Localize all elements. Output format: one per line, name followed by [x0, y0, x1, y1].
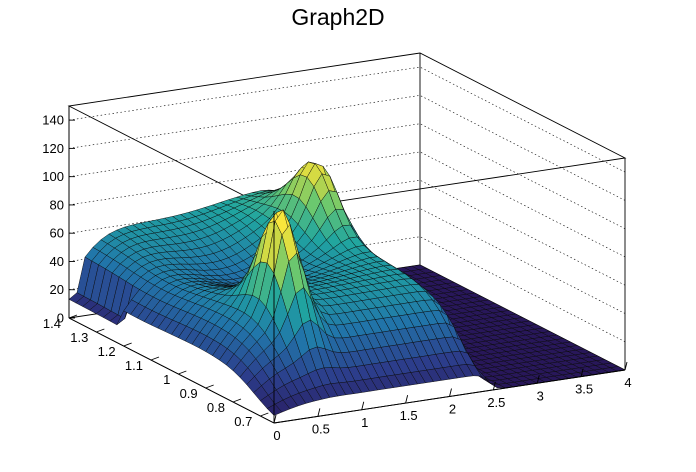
- x-tick-label: 4: [624, 375, 631, 390]
- chart-title: Graph2D: [291, 4, 384, 30]
- z-tick-label: 140: [42, 113, 64, 128]
- grid-line: [68, 236, 626, 342]
- axes: 0204060801001201400.70.80.911.11.21.31.4…: [42, 106, 632, 443]
- y-tick: [260, 412, 269, 417]
- x-tick-label: 2.5: [487, 395, 505, 410]
- z-tick-label: 100: [42, 169, 64, 184]
- x-tick: [449, 388, 452, 397]
- x-tick: [317, 408, 321, 417]
- y-tick: [96, 328, 105, 333]
- y-tick: [150, 356, 160, 361]
- z-tick-label: 40: [50, 254, 64, 269]
- x-tick-label: 2: [449, 402, 456, 417]
- x-tick-label: 0: [273, 428, 280, 443]
- z-tick-label: 60: [50, 226, 64, 241]
- x-tick-label: 1.5: [400, 408, 418, 423]
- x-tick: [361, 401, 365, 410]
- y-tick-label: 1.2: [98, 344, 116, 359]
- z-tick-label: 120: [42, 141, 64, 156]
- grid-line: [68, 151, 626, 258]
- y-tick-label: 1.1: [125, 358, 143, 373]
- y-tick: [68, 314, 78, 319]
- y-tick: [123, 342, 132, 347]
- x-tick: [492, 381, 496, 390]
- y-tick-label: 1.4: [43, 316, 61, 331]
- y-tick: [232, 398, 242, 403]
- x-tick-label: 3.5: [575, 382, 593, 397]
- y-tick: [205, 384, 214, 389]
- surface-plot: [68, 161, 626, 416]
- z-tick-label: 20: [50, 282, 64, 297]
- y-tick-label: 0.7: [234, 414, 252, 429]
- grid-line: [68, 95, 626, 201]
- x-tick: [624, 361, 628, 371]
- x-tick: [273, 414, 277, 424]
- x-tick-label: 1: [361, 415, 368, 430]
- x-tick: [405, 395, 409, 404]
- x-tick: [536, 375, 540, 384]
- x-tick-label: 0.5: [312, 421, 330, 436]
- y-tick-label: 1.3: [70, 330, 88, 345]
- grid-line: [68, 179, 626, 286]
- y-tick-label: 0.8: [207, 400, 225, 415]
- y-axis: [68, 317, 275, 424]
- grid-line: [68, 123, 626, 229]
- top-frame: [67, 52, 627, 212]
- grid-line: [68, 208, 626, 314]
- y-tick-label: 1: [163, 372, 170, 387]
- z-tick-label: 0: [57, 311, 64, 326]
- x-tick: [580, 368, 584, 377]
- x-tick-label: 3: [537, 388, 544, 403]
- y-tick: [178, 370, 187, 375]
- z-tick-label: 80: [50, 197, 64, 212]
- grid-line: [68, 66, 626, 173]
- y-tick-label: 0.9: [180, 386, 198, 401]
